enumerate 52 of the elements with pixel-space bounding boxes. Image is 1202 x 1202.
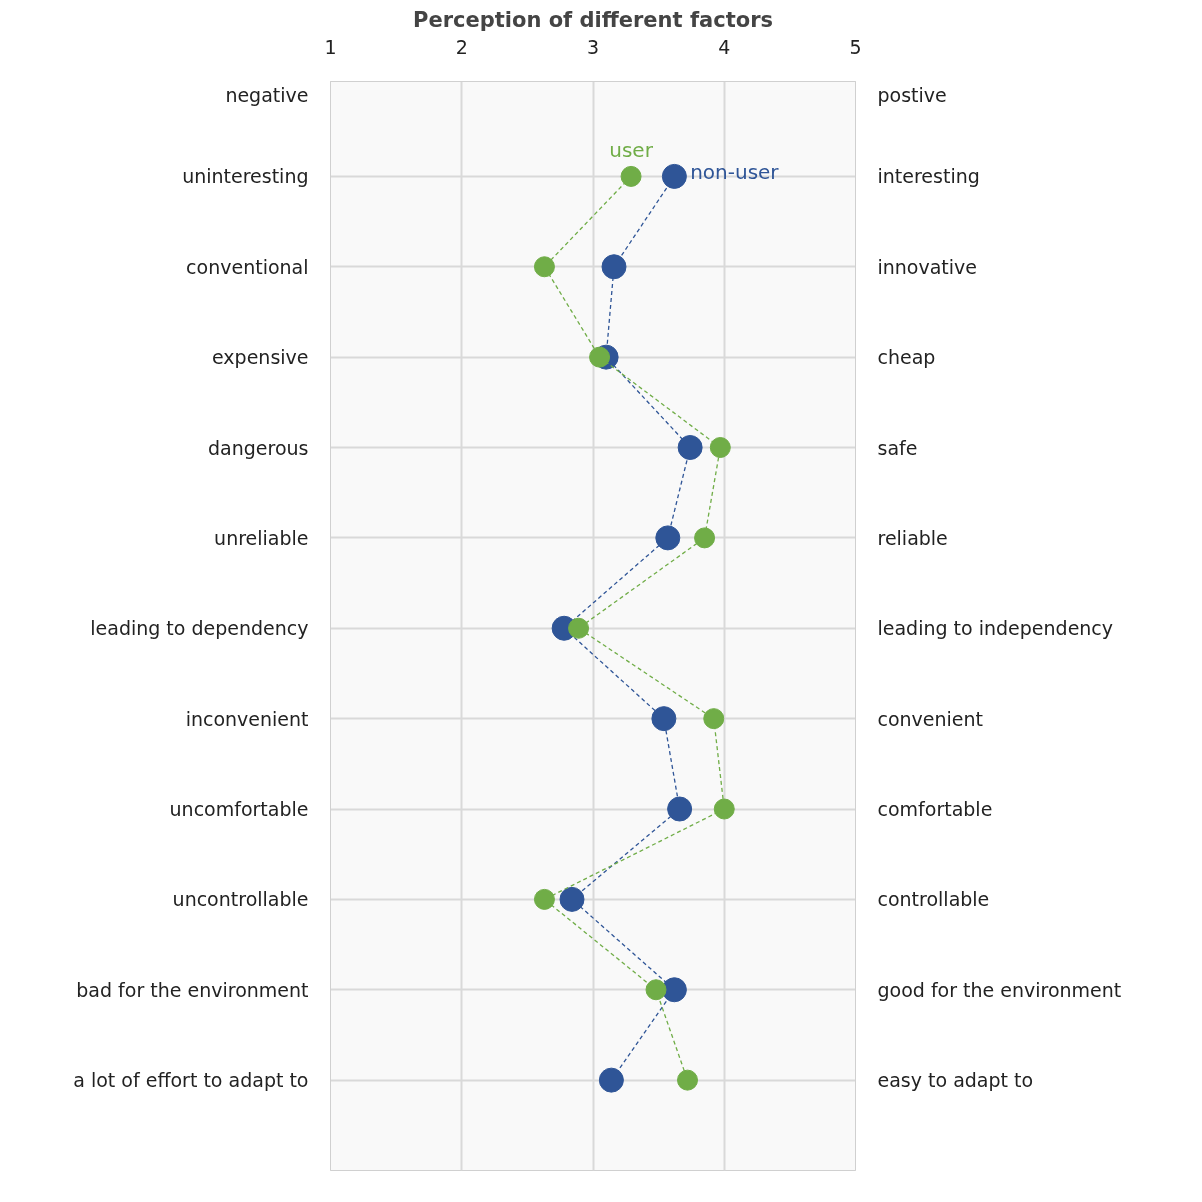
y2-tick-label: easy to adapt to [877, 1069, 1034, 1092]
text: postive [877, 84, 947, 107]
point [661, 977, 687, 1003]
x-tick-label: 3 [586, 35, 600, 58]
y-tick-label: expensive [212, 346, 309, 369]
x-tick-label: 1 [324, 35, 337, 58]
chart-title: Perception of different factors [413, 7, 773, 32]
y2-tick-label: safe [877, 436, 918, 459]
point [651, 706, 677, 732]
y-tick-label: uninteresting [182, 165, 309, 188]
point [559, 886, 585, 912]
y-tick-label: dangerous [208, 436, 309, 459]
y2-tick-label: good for the environment [877, 978, 1122, 1001]
y2-tick-label: cheap [877, 346, 936, 369]
series-label: non-user [690, 160, 780, 185]
y-tick-label: conventional [186, 255, 309, 278]
point [709, 437, 731, 458]
y2-tick-label: reliable [877, 526, 948, 549]
y-tick-label: unreliable [214, 526, 309, 549]
y2-tick-label: convenient [877, 707, 984, 730]
y2-tick-label: controllable [877, 888, 990, 911]
y2-tick-label: innovative [877, 255, 978, 278]
point [677, 1069, 698, 1091]
y-tick-label: leading to dependency [90, 617, 309, 640]
y-tick-label: inconvenient [185, 707, 309, 730]
point [667, 796, 693, 822]
text: negative [225, 84, 309, 107]
y2-tick-label: comfortable [877, 798, 993, 821]
y2-tick-label: interesting [877, 165, 980, 188]
y-tick-label: a lot of effort to adapt to [73, 1069, 309, 1092]
point [655, 525, 681, 551]
y-tick-label: bad for the environment [76, 978, 309, 1001]
point [533, 888, 555, 910]
point [645, 979, 667, 1001]
x-tick-label: 5 [849, 35, 862, 58]
series-label: user [609, 138, 654, 163]
point [677, 435, 703, 460]
point [533, 256, 555, 278]
point [703, 708, 725, 730]
y2-tick-label: leading to independency [877, 617, 1114, 640]
point [694, 527, 716, 549]
x-tick-label: 2 [455, 35, 468, 58]
point [589, 346, 611, 368]
point [620, 165, 642, 187]
x-tick-label: 4 [718, 35, 731, 58]
y-tick-label: uncontrollable [172, 888, 309, 911]
point [713, 798, 735, 820]
point [598, 1067, 624, 1093]
point [601, 254, 627, 280]
y-tick-label: uncomfortable [169, 798, 309, 821]
point [661, 163, 687, 189]
point [568, 617, 590, 639]
